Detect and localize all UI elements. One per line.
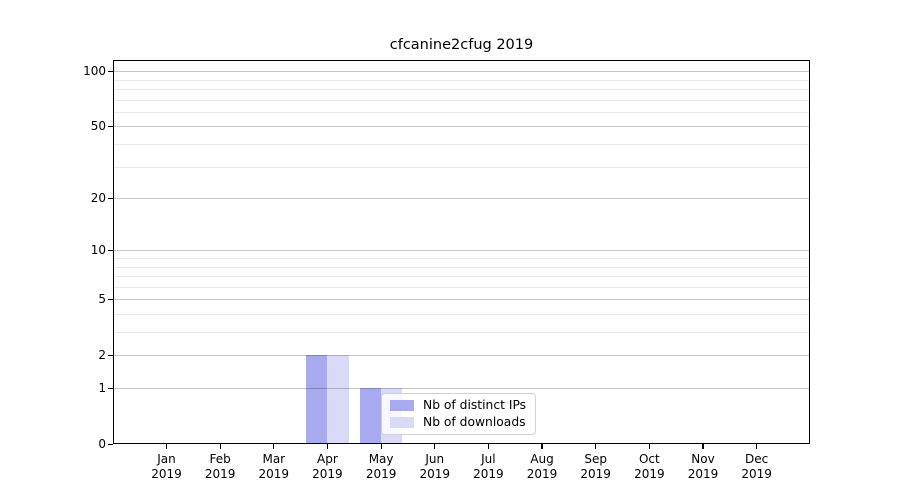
- x-tick-label: Jan 2019: [151, 452, 182, 481]
- x-tick-label: Mar 2019: [258, 452, 290, 481]
- gridline-minor: [114, 144, 809, 146]
- legend: Nb of distinct IPs Nb of downloads: [381, 393, 537, 435]
- gridline-major: [114, 355, 809, 357]
- x-axis-tick: [165, 444, 168, 449]
- gridline-major: [114, 388, 809, 389]
- x-axis-tick: [434, 444, 436, 449]
- gridline-major: [114, 71, 809, 73]
- gridline-minor: [114, 89, 809, 91]
- y-axis-tick: [108, 197, 113, 199]
- gridline-minor: [114, 79, 809, 81]
- gridline-minor: [114, 99, 809, 101]
- x-axis-tick: [541, 444, 543, 449]
- y-tick-label: 1: [98, 381, 106, 395]
- gridline-minor: [114, 332, 809, 334]
- x-axis-tick: [219, 444, 221, 449]
- y-tick-label: 10: [90, 243, 106, 258]
- gridline-major: [114, 250, 809, 252]
- y-axis-tick: [108, 443, 113, 445]
- x-axis-tick: [380, 444, 382, 449]
- gridline-minor: [114, 286, 809, 288]
- x-axis-tick: [487, 444, 489, 449]
- legend-label-downloads: Nb of downloads: [423, 415, 526, 429]
- y-tick-label: 20: [90, 191, 106, 206]
- gridline-minor: [114, 111, 809, 113]
- y-axis-tick: [108, 249, 113, 251]
- gridline-minor: [114, 276, 809, 278]
- gridline-minor: [114, 266, 809, 268]
- x-tick-label: Aug 2019: [526, 452, 558, 481]
- legend-swatch-downloads: [390, 417, 414, 428]
- x-axis-tick: [273, 444, 275, 449]
- legend-entry-distinct-ips: Nb of distinct IPs: [390, 399, 526, 412]
- gridline-minor: [114, 258, 809, 259]
- chart-title: cfcanine2cfug 2019: [389, 37, 534, 53]
- y-tick-label: 100: [83, 64, 106, 79]
- x-axis-tick: [648, 444, 650, 449]
- x-axis-tick: [326, 444, 329, 449]
- x-tick-label: Apr 2019: [312, 452, 343, 481]
- gridline-minor: [114, 313, 809, 315]
- gridline-minor: [114, 166, 809, 168]
- y-axis-tick: [108, 387, 113, 389]
- legend-swatch-distinct-ips: [390, 400, 414, 411]
- y-axis-tick: [108, 125, 113, 128]
- y-tick-label: 5: [98, 292, 106, 307]
- x-axis-tick: [756, 444, 758, 449]
- y-tick-label: 0: [98, 437, 106, 451]
- gridline-major: [114, 198, 809, 200]
- bar-apr-downloads: [327, 355, 349, 443]
- y-axis-tick: [108, 354, 113, 356]
- y-tick-label: 50: [90, 119, 106, 134]
- x-tick-label: Dec 2019: [741, 452, 772, 481]
- x-axis-tick: [702, 444, 704, 449]
- y-axis-tick: [108, 298, 113, 300]
- x-tick-label: Oct 2019: [634, 452, 665, 481]
- legend-entry-downloads: Nb of downloads: [390, 416, 526, 429]
- legend-label-distinct-ips: Nb of distinct IPs: [423, 398, 527, 412]
- bar-apr-distinct-ips: [306, 355, 328, 443]
- gridline-major: [114, 299, 809, 301]
- x-tick-label: Feb 2019: [204, 452, 236, 481]
- x-tick-label: Nov 2019: [687, 452, 719, 481]
- y-axis-tick: [108, 70, 113, 72]
- x-tick-label: Sep 2019: [580, 452, 611, 481]
- x-tick-label: Jun 2019: [419, 452, 451, 481]
- x-axis-tick: [595, 444, 597, 449]
- x-tick-label: May 2019: [365, 452, 397, 481]
- x-tick-label: Jul 2019: [473, 452, 504, 481]
- y-tick-label: 2: [98, 348, 106, 363]
- gridline-major: [114, 126, 809, 128]
- plot-area: [113, 60, 810, 444]
- bar-may-distinct-ips: [359, 388, 382, 443]
